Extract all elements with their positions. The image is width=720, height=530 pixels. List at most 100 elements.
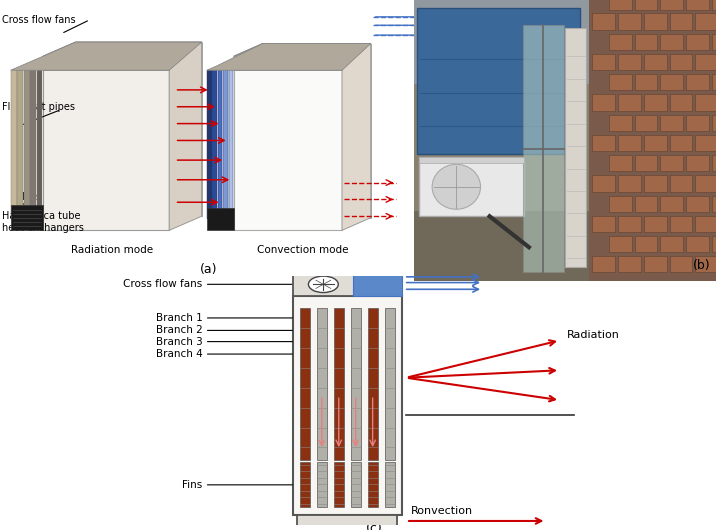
Bar (660, 155, 683, 171)
Bar (712, 74, 720, 91)
Bar (609, 196, 631, 212)
Bar (593, 13, 615, 30)
Bar (696, 256, 718, 272)
Bar (635, 155, 657, 171)
Polygon shape (342, 43, 371, 231)
Text: Branch 1: Branch 1 (156, 313, 202, 323)
Bar (351, 462, 361, 507)
Bar (609, 34, 631, 50)
Bar (300, 462, 310, 507)
Bar (660, 34, 683, 50)
Bar (660, 0, 683, 10)
Text: Ronvection: Ronvection (410, 506, 473, 516)
Text: Branch 2: Branch 2 (156, 325, 202, 335)
Bar (686, 196, 708, 212)
Bar (635, 196, 657, 212)
Bar (523, 25, 564, 272)
Bar (696, 54, 718, 70)
Bar (293, 296, 402, 515)
Text: Convection mode: Convection mode (256, 245, 348, 255)
Bar (635, 74, 657, 91)
Bar (418, 157, 524, 163)
Bar (644, 256, 667, 272)
Bar (660, 236, 683, 252)
Bar (670, 13, 692, 30)
Text: Radiation mode: Radiation mode (71, 245, 153, 255)
Polygon shape (234, 43, 371, 70)
Bar (712, 155, 720, 171)
Bar (593, 54, 615, 70)
Text: Fins: Fins (182, 480, 202, 490)
Polygon shape (229, 70, 233, 219)
Bar (618, 175, 641, 191)
Bar (609, 74, 631, 91)
Bar (384, 462, 395, 507)
Bar (593, 256, 615, 272)
Text: Flat heat pipes: Flat heat pipes (1, 102, 75, 112)
Bar (635, 0, 657, 10)
Bar (670, 54, 692, 70)
Text: Branch 3: Branch 3 (156, 337, 202, 347)
Bar (686, 114, 708, 131)
Polygon shape (169, 42, 202, 231)
Bar (644, 175, 667, 191)
Bar (670, 216, 692, 232)
Bar (593, 135, 615, 151)
Bar (593, 175, 615, 191)
Bar (368, 308, 377, 460)
Bar (414, 210, 590, 281)
Bar (712, 0, 720, 10)
Polygon shape (263, 43, 371, 218)
Text: Harmonica tube: Harmonica tube (1, 211, 81, 222)
Polygon shape (43, 42, 202, 56)
Bar (618, 94, 641, 111)
Bar (660, 74, 683, 91)
Polygon shape (217, 70, 222, 219)
Bar (618, 54, 641, 70)
Bar (696, 13, 718, 30)
Bar (635, 236, 657, 252)
Text: (c): (c) (366, 522, 383, 530)
Polygon shape (212, 70, 217, 219)
Bar (317, 308, 327, 460)
Bar (712, 34, 720, 50)
Polygon shape (11, 42, 202, 70)
Bar (590, 0, 716, 281)
Polygon shape (234, 43, 371, 56)
Bar (660, 196, 683, 212)
Bar (297, 515, 397, 528)
Bar (696, 135, 718, 151)
Polygon shape (37, 70, 42, 214)
Polygon shape (43, 42, 202, 70)
Bar (618, 256, 641, 272)
Polygon shape (76, 42, 202, 216)
Polygon shape (207, 70, 212, 219)
Bar (300, 308, 310, 460)
Bar (384, 308, 395, 460)
Bar (609, 236, 631, 252)
Bar (635, 114, 657, 131)
Bar (593, 216, 615, 232)
Bar (644, 216, 667, 232)
Bar (644, 54, 667, 70)
Bar (712, 196, 720, 212)
Bar (670, 94, 692, 111)
Text: Fins: Fins (22, 192, 40, 201)
Polygon shape (30, 70, 36, 214)
Bar (414, 0, 716, 84)
Bar (644, 135, 667, 151)
Circle shape (432, 164, 480, 209)
Bar (686, 236, 708, 252)
Polygon shape (43, 56, 169, 231)
Bar (712, 236, 720, 252)
Bar (417, 8, 580, 155)
Text: Branch 4: Branch 4 (156, 349, 202, 359)
Bar (609, 155, 631, 171)
Bar (660, 114, 683, 131)
Bar (635, 34, 657, 50)
Bar (696, 94, 718, 111)
Polygon shape (11, 70, 17, 214)
Bar (317, 462, 327, 507)
Bar (670, 175, 692, 191)
Polygon shape (17, 70, 23, 214)
